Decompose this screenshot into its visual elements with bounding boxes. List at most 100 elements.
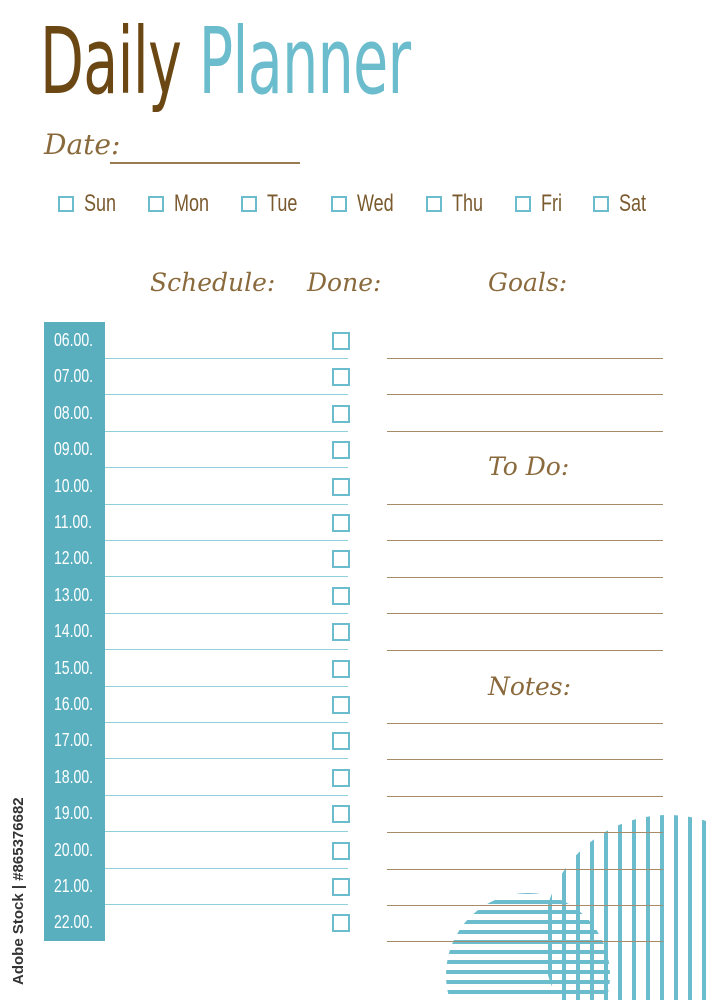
- stripe: [618, 815, 622, 1000]
- done-checkbox[interactable]: [332, 550, 350, 569]
- day-option-sat[interactable]: Sat: [593, 190, 655, 218]
- schedule-line[interactable]: [105, 685, 348, 687]
- stripe: [446, 950, 610, 954]
- schedule-line[interactable]: [105, 794, 348, 796]
- time-label: 13.00.: [54, 584, 94, 605]
- done-checkbox[interactable]: [332, 441, 350, 460]
- writing-line[interactable]: [387, 540, 663, 541]
- writing-line[interactable]: [387, 941, 663, 942]
- stripe: [646, 815, 650, 1000]
- done-checkbox[interactable]: [332, 878, 350, 896]
- done-checkbox[interactable]: [332, 732, 350, 751]
- goals-header: Goals:: [488, 268, 568, 297]
- writing-line[interactable]: [387, 613, 663, 614]
- stripe: [446, 970, 610, 974]
- done-checkbox[interactable]: [332, 768, 350, 787]
- date-field[interactable]: [110, 162, 300, 164]
- stripe: [446, 980, 610, 984]
- stripe: [446, 940, 610, 944]
- checkbox[interactable]: [426, 196, 442, 212]
- stripe: [590, 815, 594, 1000]
- writing-line[interactable]: [387, 577, 663, 578]
- stripe: [562, 815, 566, 1000]
- done-header: Done:: [307, 268, 382, 297]
- time-label: 18.00.: [54, 766, 94, 787]
- checkbox[interactable]: [241, 196, 257, 212]
- time-label: 12.00.: [54, 548, 94, 569]
- writing-line[interactable]: [387, 650, 663, 651]
- done-checkbox[interactable]: [332, 841, 350, 860]
- day-option-tue[interactable]: Tue: [241, 190, 307, 218]
- stripe: [576, 815, 580, 1000]
- done-checkbox[interactable]: [332, 514, 350, 532]
- schedule-line[interactable]: [105, 758, 348, 760]
- time-label: 08.00.: [54, 402, 94, 423]
- stripe: [446, 920, 610, 924]
- horizontal-striped-circle: [446, 893, 610, 994]
- notes-header: Notes:: [488, 672, 572, 701]
- checkbox[interactable]: [58, 196, 74, 212]
- done-checkbox[interactable]: [332, 586, 350, 605]
- schedule-line[interactable]: [105, 722, 348, 723]
- writing-line[interactable]: [387, 358, 663, 359]
- checkbox[interactable]: [593, 196, 609, 212]
- schedule-line[interactable]: [105, 358, 348, 359]
- stripe: [446, 960, 610, 964]
- time-label: 15.00.: [54, 657, 94, 678]
- done-checkbox[interactable]: [332, 914, 350, 933]
- day-option-fri[interactable]: Fri: [515, 190, 569, 218]
- day-option-mon[interactable]: Mon: [148, 190, 221, 218]
- schedule-line[interactable]: [105, 867, 348, 869]
- writing-line[interactable]: [387, 796, 663, 797]
- writing-line[interactable]: [387, 723, 663, 724]
- stripe: [446, 990, 610, 994]
- stripe: [660, 815, 664, 1000]
- done-checkbox[interactable]: [332, 696, 350, 714]
- checkbox[interactable]: [515, 196, 531, 212]
- done-checkbox[interactable]: [332, 623, 350, 642]
- time-label: 10.00.: [54, 475, 94, 496]
- writing-line[interactable]: [387, 431, 663, 432]
- schedule-line[interactable]: [105, 612, 348, 614]
- schedule-line[interactable]: [105, 649, 348, 651]
- day-option-sun[interactable]: Sun: [58, 190, 127, 218]
- day-option-thu[interactable]: Thu: [426, 190, 493, 218]
- writing-line[interactable]: [387, 759, 663, 760]
- writing-line[interactable]: [387, 504, 663, 505]
- schedule-line[interactable]: [105, 576, 348, 578]
- schedule-line[interactable]: [105, 831, 348, 833]
- done-checkbox[interactable]: [332, 805, 350, 824]
- day-option-wed[interactable]: Wed: [331, 190, 406, 218]
- time-label: 20.00.: [54, 839, 94, 860]
- stripe: [604, 815, 608, 1000]
- stripe: [446, 900, 610, 904]
- time-label: 17.00.: [54, 730, 94, 751]
- time-label: 14.00.: [54, 621, 94, 642]
- schedule-line[interactable]: [105, 904, 348, 905]
- schedule-line[interactable]: [105, 430, 348, 432]
- done-checkbox[interactable]: [332, 404, 350, 423]
- done-checkbox[interactable]: [332, 332, 350, 350]
- writing-line[interactable]: [387, 832, 663, 833]
- stripe: [632, 815, 636, 1000]
- stripe: [446, 893, 610, 894]
- stripe: [674, 815, 678, 1000]
- done-checkbox[interactable]: [332, 659, 350, 678]
- time-column: [44, 322, 105, 941]
- time-label: 06.00.: [54, 330, 94, 350]
- time-label: 21.00.: [54, 876, 94, 896]
- writing-line[interactable]: [387, 394, 663, 395]
- schedule-line[interactable]: [105, 540, 348, 541]
- schedule-line[interactable]: [105, 394, 348, 396]
- watermark-text: Adobe Stock | #865376682: [10, 797, 27, 985]
- writing-line[interactable]: [387, 905, 663, 906]
- done-checkbox[interactable]: [332, 368, 350, 387]
- schedule-line[interactable]: [105, 467, 348, 469]
- checkbox[interactable]: [331, 196, 347, 212]
- writing-line[interactable]: [387, 869, 663, 870]
- schedule-line[interactable]: [105, 503, 348, 505]
- checkbox[interactable]: [148, 196, 164, 212]
- done-checkbox[interactable]: [332, 477, 350, 496]
- stripe: [446, 930, 610, 934]
